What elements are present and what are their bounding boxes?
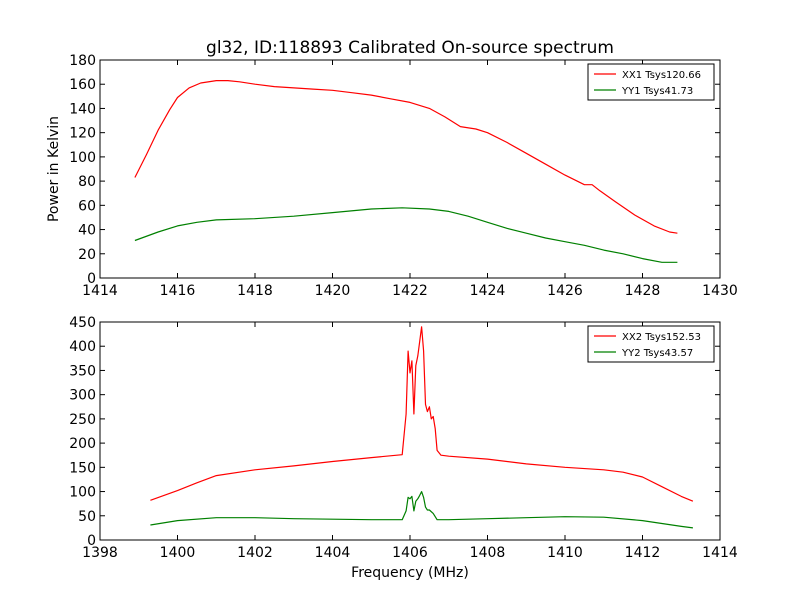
x-tick-label: 1414 <box>702 545 738 561</box>
x-tick-label: 1420 <box>315 283 351 299</box>
legend: XX2 Tsys152.53 YY2 Tsys43.57 <box>587 325 715 363</box>
y-tick-label: 200 <box>69 436 96 452</box>
legend-entry: YY1 Tsys41.73 <box>621 86 693 97</box>
legend-entry: XX1 Tsys120.66 <box>622 70 701 81</box>
y-tick-label: 400 <box>69 339 96 355</box>
y-tick-label: 140 <box>69 101 96 117</box>
x-tick-label: 1406 <box>392 545 428 561</box>
y-tick-label: 60 <box>78 198 96 214</box>
legend-box <box>587 63 715 101</box>
y-tick-label: 50 <box>78 509 96 525</box>
y-tick-label: 100 <box>69 485 96 501</box>
y-tick-label: 350 <box>69 363 96 379</box>
series-line-yy1 <box>134 207 678 263</box>
y-tick-label: 80 <box>78 174 96 190</box>
x-tick-label: 1414 <box>82 283 118 299</box>
y-tick-label: 40 <box>78 223 96 239</box>
y-tick-label: 160 <box>69 77 96 93</box>
x-tick-label: 1398 <box>82 545 118 561</box>
y-tick-label: 150 <box>69 460 96 476</box>
x-tick-label: 1402 <box>237 545 273 561</box>
x-tick-label: 1400 <box>160 545 196 561</box>
y-tick-label: 300 <box>69 388 96 404</box>
series-line-xx1 <box>134 79 678 234</box>
legend-entry: YY2 Tsys43.57 <box>621 348 693 359</box>
y-tick-label: 0 <box>87 271 96 287</box>
legend-box <box>587 325 715 363</box>
x-tick-label: 1424 <box>470 283 506 299</box>
x-tick-label: 1412 <box>625 545 661 561</box>
x-tick-label: 1418 <box>237 283 273 299</box>
chart-title: gl32, ID:118893 Calibrated On-source spe… <box>206 38 614 58</box>
y-tick-label: 180 <box>69 53 96 69</box>
x-tick-label: 1422 <box>392 283 428 299</box>
series-line-xx2 <box>150 326 694 502</box>
series-line-yy2 <box>150 491 693 529</box>
x-tick-label: 1426 <box>547 283 583 299</box>
legend-entry: XX2 Tsys152.53 <box>622 332 701 343</box>
y-axis-label: Power in Kelvin <box>46 116 62 222</box>
y-tick-label: 450 <box>69 315 96 331</box>
plot-2: 1398 1400 1402 1404 1406 1408 1410 1412 1414 0 50 1… <box>69 315 738 581</box>
plot-1: 1414 1416 1418 1420 1422 1424 1426 1428 1430 0 20 4… <box>46 53 738 299</box>
x-tick-label: 1430 <box>702 283 738 299</box>
x-tick-label: 1404 <box>315 545 351 561</box>
y-tick-label: 20 <box>78 247 96 263</box>
y-tick-label: 250 <box>69 412 96 428</box>
x-tick-label: 1410 <box>547 545 583 561</box>
y-tick-label: 0 <box>87 533 96 549</box>
y-tick-label: 120 <box>69 126 96 142</box>
x-tick-label: 1408 <box>470 545 506 561</box>
x-axis-label: Frequency (MHz) <box>351 565 469 581</box>
x-tick-label: 1428 <box>625 283 661 299</box>
y-tick-label: 100 <box>69 150 96 166</box>
x-tick-label: 1416 <box>160 283 196 299</box>
legend: XX1 Tsys120.66 YY1 Tsys41.73 <box>587 63 715 101</box>
